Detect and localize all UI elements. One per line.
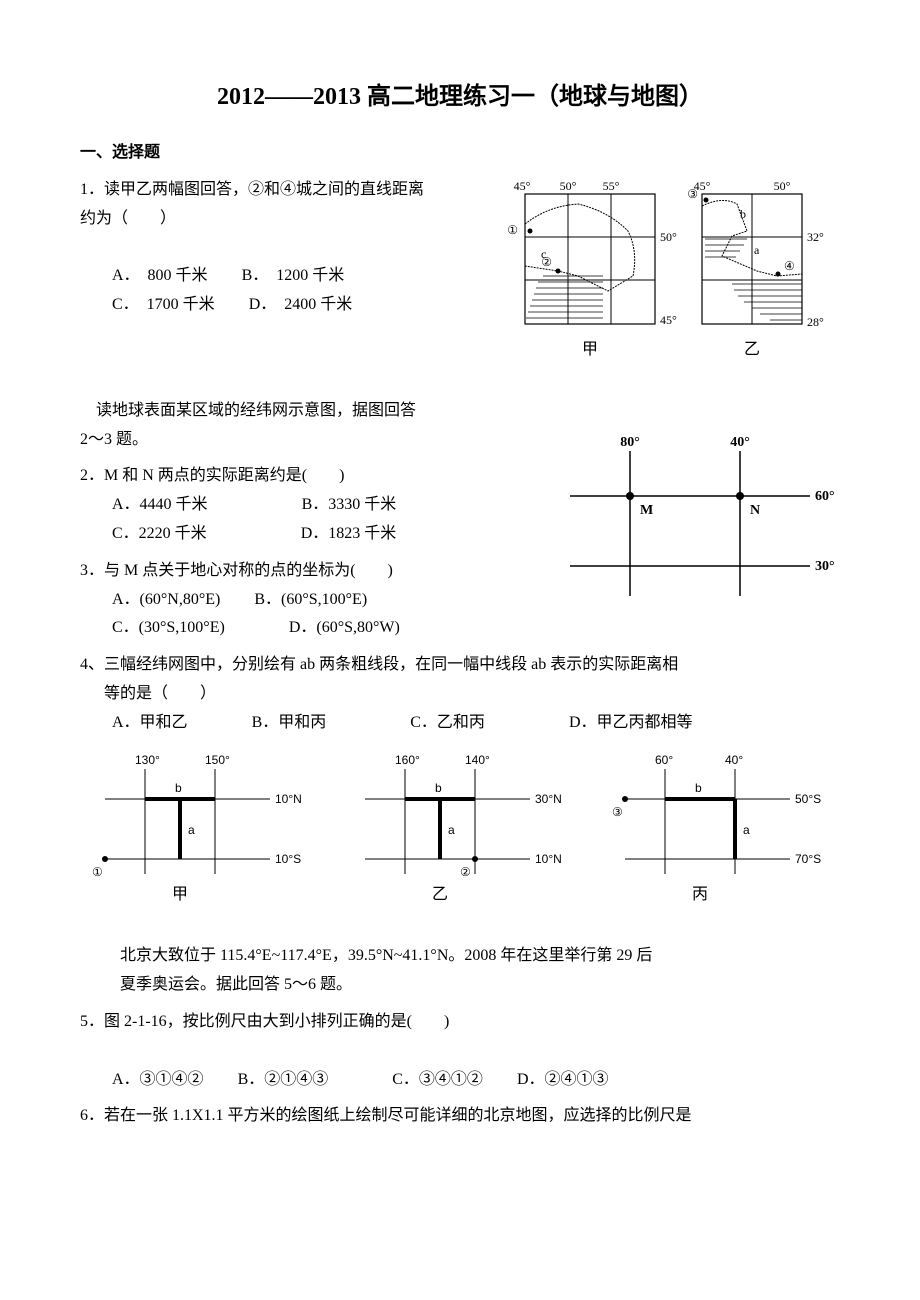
q5-choice-d: D．②④①③ xyxy=(517,1066,609,1095)
q5-stem: 5．图 2-1-16，按比例尺由大到小排列正确的是( ) xyxy=(80,1008,840,1037)
fig2-lon2: 40° xyxy=(730,435,750,450)
bing3-circ: ③ xyxy=(612,805,623,819)
q1-choice-b: B． 1200 千米 xyxy=(242,262,345,291)
q1-choice-c: C． 1700 千米 xyxy=(112,291,215,320)
jia-lon2: 50° xyxy=(560,179,577,193)
q2-choice-c: C．2220 千米 xyxy=(112,520,207,549)
q2-choice-a: A．4440 千米 xyxy=(112,491,208,520)
yi3-name: 乙 xyxy=(432,886,448,903)
q3-choice-c: C．(30°S,100°E) xyxy=(112,614,225,643)
q4-stem1: 4、三幅经纬网图中，分别绘有 ab 两条粗线段，在同一幅中线段 ab 表示的实际… xyxy=(80,651,840,680)
q3-choice-b: B．(60°S,100°E) xyxy=(254,586,367,615)
fig1-yi-label: 乙 xyxy=(744,341,760,358)
q5-intro2: 夏季奥运会。据此回答 5～6 题。 xyxy=(80,971,840,1000)
yi3-lat1: 30°N xyxy=(535,792,562,806)
yi-lat2: 28° xyxy=(807,315,824,329)
yi-lon2: 50° xyxy=(774,179,791,193)
jia3-lon2: 150° xyxy=(205,753,230,767)
jia-lat1: 50° xyxy=(660,230,677,244)
q2-choice-b: B．3330 千米 xyxy=(302,491,397,520)
yi3-a: a xyxy=(448,823,455,837)
yi3-lon2: 140° xyxy=(465,753,490,767)
q4-choice-b: B．甲和丙 xyxy=(252,709,327,738)
jia3-lat2: 10°S xyxy=(275,852,301,866)
q3-choice-d: D．(60°S,80°W) xyxy=(289,614,400,643)
yi-pt4: ④ xyxy=(784,259,795,273)
figure-q4-three-grids: 130° 150° 10°N 10°S b a ① 甲 160° 140° 30… xyxy=(80,744,840,914)
bing3-lon1: 60° xyxy=(655,753,673,767)
yi3-b: b xyxy=(435,781,442,795)
fig2-lon1: 80° xyxy=(620,435,640,450)
jia-lon1: 45° xyxy=(514,179,531,193)
yi3-lon1: 160° xyxy=(395,753,420,767)
jia3-b: b xyxy=(175,781,182,795)
q5-choice-c: C．③④①② xyxy=(392,1066,483,1095)
bing3-lon2: 40° xyxy=(725,753,743,767)
bing3-a: a xyxy=(743,823,750,837)
fig2-n: N xyxy=(750,503,760,518)
q4-choice-a: A．甲和乙 xyxy=(112,709,188,738)
yi-pt3: ③ xyxy=(687,187,698,201)
fig1-jia-label: 甲 xyxy=(582,341,598,358)
q6-stem: 6．若在一张 1.1X1.1 平方米的绘图纸上绘制尽可能详细的北京地图，应选择的… xyxy=(80,1102,840,1131)
q4-stem2: 等的是（ ） xyxy=(80,680,840,709)
yi3-circ: ② xyxy=(460,865,471,879)
q2-choice-d: D．1823 千米 xyxy=(301,520,397,549)
fig2-m: M xyxy=(640,503,653,518)
q1-choice-d: D． 2400 千米 xyxy=(249,291,353,320)
yi-lat1: 32° xyxy=(807,230,824,244)
bing3-lat2: 70°S xyxy=(795,852,821,866)
q4-choice-c: C．乙和丙 xyxy=(410,709,485,738)
jia3-name: 甲 xyxy=(172,886,188,903)
jia3-a: a xyxy=(188,823,195,837)
q5-intro1: 北京大致位于 115.4°E~117.4°E，39.5°N~41.1°N。200… xyxy=(80,942,840,971)
q4-choice-d: D．甲乙丙都相等 xyxy=(569,709,693,738)
yi-b: b xyxy=(740,207,746,221)
yi-a: a xyxy=(754,243,760,257)
q2-intro: 读地球表面某区域的经纬网示意图，据图回答 xyxy=(80,397,840,426)
jia-c: c xyxy=(541,247,546,261)
jia3-lon1: 130° xyxy=(135,753,160,767)
jia-lat2: 45° xyxy=(660,313,677,327)
q3-choice-a: A．(60°N,80°E) xyxy=(112,586,220,615)
q5-choice-a: A．③①④② xyxy=(112,1066,204,1095)
figure-q2-grid: 80° 40° 60° 30° M N xyxy=(540,426,840,606)
yi3-lat2: 10°N xyxy=(535,852,562,866)
figure-q1-maps: 45° 50° 55° 50° 45° ① ② c 甲 xyxy=(500,168,840,368)
q1-choice-a: A． 800 千米 xyxy=(112,262,208,291)
fig2-lat1: 60° xyxy=(815,489,835,504)
jia3-lat1: 10°N xyxy=(275,792,302,806)
bing3-name: 丙 xyxy=(692,886,708,903)
jia-lon3: 55° xyxy=(603,179,620,193)
page-title: 2012——2013 高二地理练习一（地球与地图） xyxy=(80,76,840,119)
jia3-circ: ① xyxy=(92,865,103,879)
fig2-lat2: 30° xyxy=(815,559,835,574)
q5-choice-b: B．②①④③ xyxy=(238,1066,329,1095)
jia-pt1: ① xyxy=(507,223,518,237)
bing3-lat1: 50°S xyxy=(795,792,821,806)
bing3-b: b xyxy=(695,781,702,795)
section-header: 一、选择题 xyxy=(80,139,840,168)
